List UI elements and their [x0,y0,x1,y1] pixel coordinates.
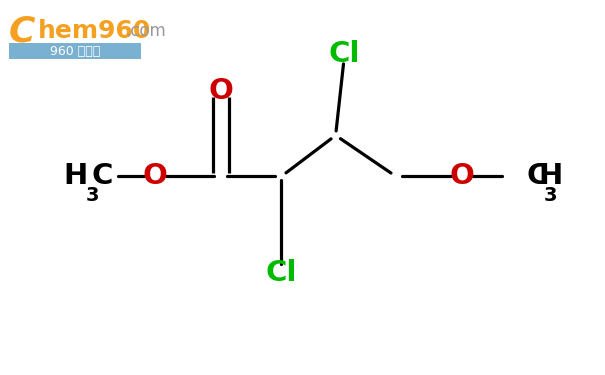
Text: Cl: Cl [329,39,361,68]
Text: 3: 3 [85,186,99,205]
Text: C: C [92,162,113,190]
FancyBboxPatch shape [8,44,141,59]
Text: H: H [64,162,88,190]
Text: O: O [450,162,474,190]
Text: 3: 3 [544,186,557,205]
Text: O: O [209,77,234,105]
Text: H: H [538,162,563,190]
Text: 960 化工网: 960 化工网 [50,45,100,58]
Text: C: C [8,14,35,48]
Text: hem960: hem960 [38,19,151,43]
Text: C: C [526,162,548,190]
Text: O: O [143,162,168,190]
Text: Cl: Cl [266,259,297,287]
Text: .com: .com [125,22,166,40]
